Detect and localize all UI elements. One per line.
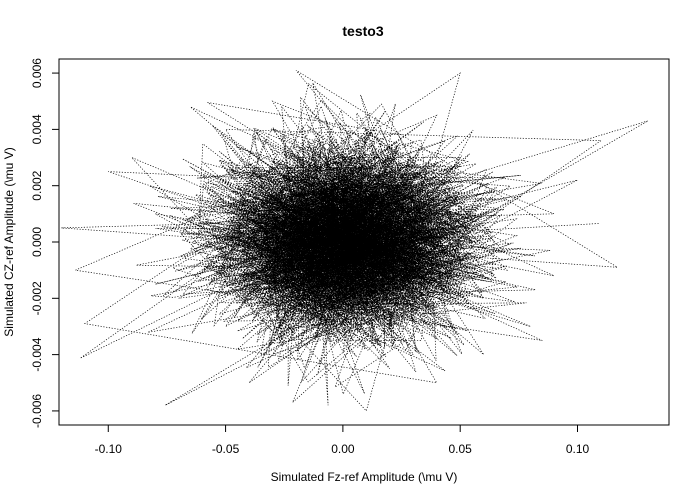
x-axis-label: Simulated Fz-ref Amplitude (\mu V) xyxy=(271,470,458,484)
x-tick-label: 0.00 xyxy=(331,442,355,456)
y-tick-label: -0.002 xyxy=(30,281,44,315)
x-tick-label: -0.05 xyxy=(212,442,240,456)
y-axis-ticks: -0.006 -0.004 -0.002 0.000 0.002 0.004 0.006 xyxy=(30,58,59,428)
y-tick-label: 0.000 xyxy=(30,227,44,257)
series-cloud xyxy=(79,82,599,406)
y-tick-label: 0.006 xyxy=(30,58,44,88)
x-tick-label: 0.10 xyxy=(566,442,590,456)
y-axis-label: Simulated CZ-ref Amplitude (\mu V) xyxy=(2,147,16,336)
x-axis-ticks: -0.10 -0.05 0.00 0.05 0.10 xyxy=(95,425,590,456)
data-series xyxy=(61,70,649,412)
y-tick-label: 0.004 xyxy=(30,114,44,144)
y-tick-label: 0.002 xyxy=(30,170,44,200)
y-tick-label: -0.006 xyxy=(30,394,44,428)
x-tick-label: -0.10 xyxy=(95,442,123,456)
x-tick-label: 0.05 xyxy=(449,442,473,456)
chart-title: testo3 xyxy=(342,23,383,39)
y-tick-label: -0.004 xyxy=(30,337,44,371)
